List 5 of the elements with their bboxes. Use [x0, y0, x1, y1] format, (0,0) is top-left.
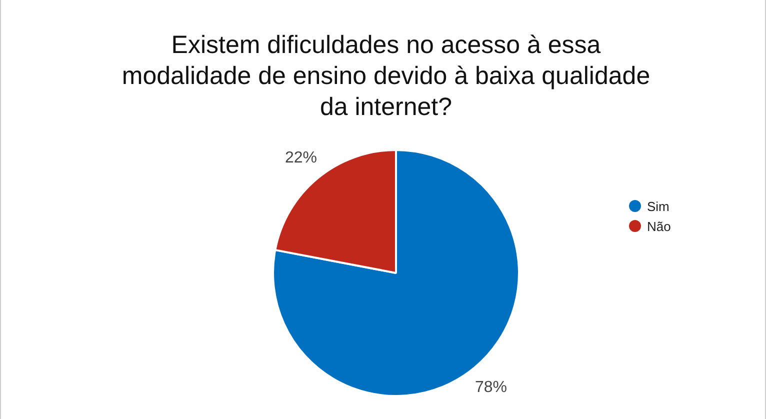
data-label: 22% [285, 150, 318, 167]
legend-label: Não [647, 218, 671, 234]
chart-title: Existem dificuldades no acesso à essa modalidade de ensino devido à baixa qualidade da internet? [121, 30, 651, 123]
legend-label: Sim [647, 198, 670, 214]
data-label: 78% [474, 379, 507, 396]
